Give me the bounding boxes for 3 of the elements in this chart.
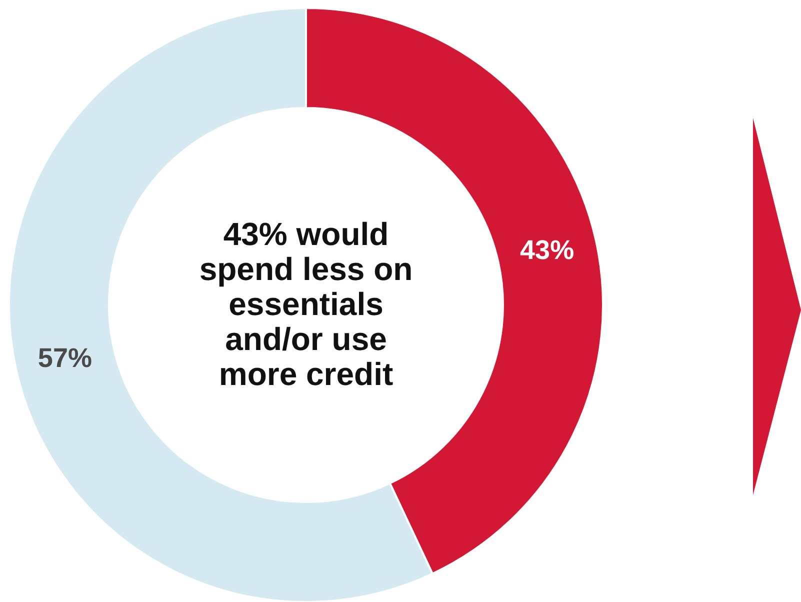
data-label: 43% (520, 235, 574, 266)
data-label: 57% (38, 342, 92, 373)
text: 43% would spend less on essentials and/or use more credit (199, 216, 413, 392)
